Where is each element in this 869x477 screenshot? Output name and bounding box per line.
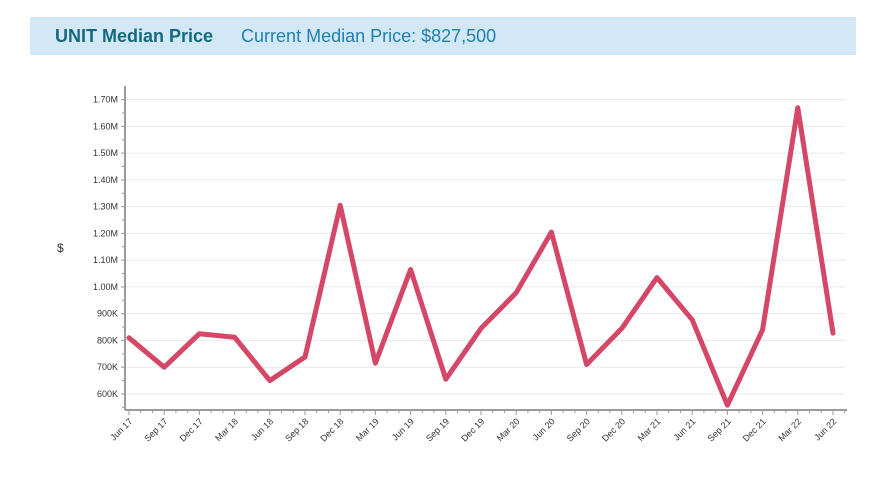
y-tick-label: 1.70M — [93, 95, 118, 105]
median-price-line — [126, 105, 836, 408]
x-tick-label: Jun 18 — [249, 416, 275, 442]
x-tick-label: Jun 22 — [812, 416, 838, 442]
y-tick-label: 900K — [97, 309, 118, 319]
x-tick-label: Mar 19 — [354, 416, 381, 443]
y-tick-label: 1.50M — [93, 148, 118, 158]
header-bar: UNIT Median Price Current Median Price: … — [30, 17, 856, 55]
x-tick-label: Jun 17 — [108, 416, 134, 442]
y-tick-label: 1.40M — [93, 175, 118, 185]
x-tick-label: Sep 19 — [424, 416, 451, 443]
y-tick-label: 1.00M — [93, 282, 118, 292]
x-tick-label: Dec 17 — [178, 416, 205, 443]
y-tick-label: 600K — [97, 389, 118, 399]
median-price-chart: 600K 700K 800K 900K 1.00M 1.10M 1.20M 1.30M 1.40… — [40, 80, 866, 472]
y-tick-label: 1.30M — [93, 202, 118, 212]
x-tick-label: Mar 22 — [776, 416, 803, 443]
chart-title: UNIT Median Price — [55, 25, 214, 46]
y-tick-label: 800K — [97, 335, 118, 345]
x-tick-label: Sep 20 — [565, 416, 592, 443]
y-tick-label: 1.10M — [93, 255, 118, 265]
x-tick-label: Sep 17 — [142, 416, 169, 443]
x-tick-label: Dec 21 — [741, 416, 768, 443]
x-tick-label: Jun 19 — [390, 416, 416, 442]
y-tick-label: 700K — [97, 362, 118, 372]
x-tick-label: Sep 18 — [283, 416, 310, 443]
y-tick-label: 1.20M — [93, 228, 118, 238]
x-tick-label: Mar 18 — [213, 416, 240, 443]
y-axis-title: $ — [57, 241, 64, 255]
x-tick-label: Dec 20 — [600, 416, 627, 443]
x-tick-label: Jun 21 — [671, 416, 697, 442]
x-tick-label: Dec 18 — [318, 416, 345, 443]
chart-canvas: 600K 700K 800K 900K 1.00M 1.10M 1.20M 1.30M 1.40… — [57, 86, 847, 444]
x-tick-label: Jun 20 — [531, 416, 557, 442]
x-tick-label: Mar 20 — [495, 416, 522, 443]
y-tick-label: 1.60M — [93, 121, 118, 131]
x-tick-label: Sep 21 — [706, 416, 733, 443]
x-tick-label: Mar 21 — [636, 416, 663, 443]
x-tick-label: Dec 19 — [459, 416, 486, 443]
current-median-price: Current Median Price: $827,500 — [241, 25, 497, 46]
